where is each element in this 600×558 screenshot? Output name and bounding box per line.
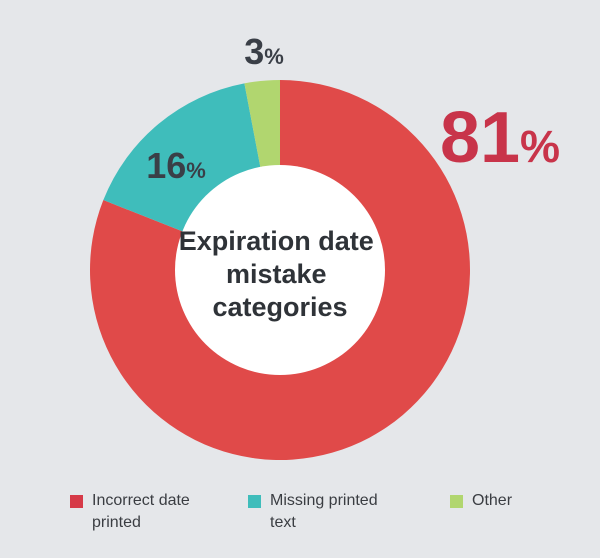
center-title-line-3: categories [212, 292, 347, 322]
donut-chart: Expiration date mistake categories 81% 16… [89, 31, 560, 460]
center-title-line-1: Expiration date [179, 226, 374, 256]
legend-item-incorrect-date: Incorrect date printed [70, 490, 190, 534]
slice-labels: 81% 16% 3% [146, 31, 560, 186]
legend-swatch-missing-text [248, 495, 261, 508]
slice-label-other: 3% [244, 31, 284, 72]
center-title-line-2: mistake [226, 259, 327, 289]
center-title: Expiration date mistake categories [179, 226, 382, 322]
legend-swatch-incorrect-date [70, 495, 83, 508]
donut-hole [175, 165, 385, 375]
legend: Incorrect date printed Missing printed t… [0, 490, 600, 550]
legend-item-other: Other [450, 490, 512, 512]
legend-swatch-other [450, 495, 463, 508]
legend-label-other: Other [472, 492, 513, 509]
slice-label-incorrect-date: 81% [440, 98, 560, 178]
slice-label-missing-text: 16% [146, 145, 206, 186]
legend-item-missing-text: Missing printed text [248, 490, 378, 534]
legend-label-incorrect-date: Incorrect date printed [92, 492, 190, 531]
legend-label-missing-text: Missing printed text [270, 492, 378, 531]
